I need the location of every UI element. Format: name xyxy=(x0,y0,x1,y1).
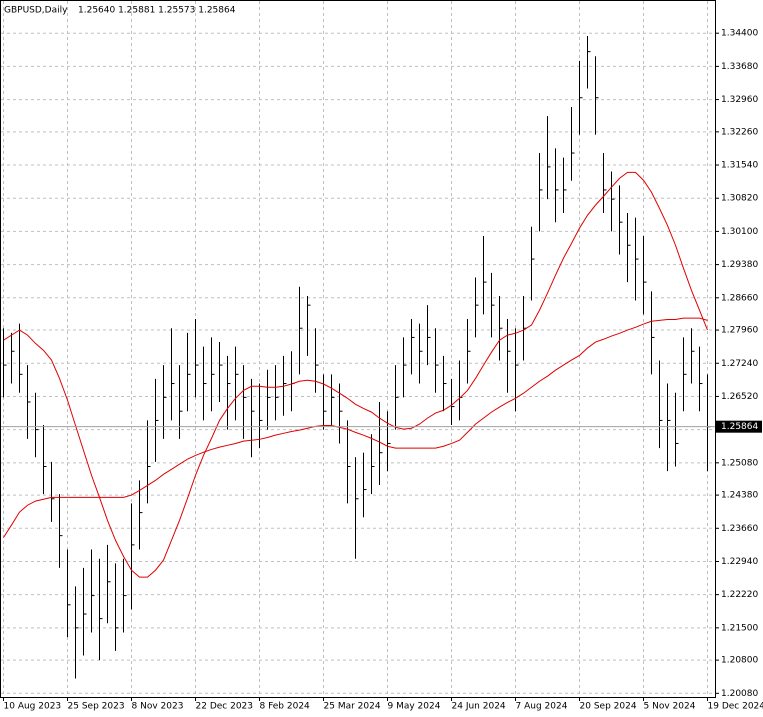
y-tick-label: 1.29380 xyxy=(721,260,758,270)
moving-average xyxy=(3,171,708,578)
y-tick-label: 1.27240 xyxy=(721,359,758,369)
last-price-label: 1.25864 xyxy=(721,422,758,432)
y-tick-label: 1.20080 xyxy=(721,689,758,699)
y-tick-label: 1.32960 xyxy=(721,95,758,105)
y-tick-label: 1.30100 xyxy=(721,227,758,237)
y-tick-label: 1.23660 xyxy=(721,524,758,534)
x-tick-label: 20 Sep 2024 xyxy=(580,702,637,712)
y-tick-label: 1.33680 xyxy=(721,62,758,72)
y-tick-label: 1.22220 xyxy=(721,590,758,600)
y-tick-label: 1.20800 xyxy=(721,656,758,666)
chart-title: GBPUSD,Daily xyxy=(4,6,68,16)
x-tick-label: 25 Sep 2023 xyxy=(68,702,125,712)
x-tick-label: 24 Jun 2024 xyxy=(452,702,506,712)
x-tick-label: 10 Aug 2023 xyxy=(4,702,62,712)
y-tick-label: 1.25080 xyxy=(721,458,758,468)
y-tick-label: 1.21500 xyxy=(721,623,758,633)
x-tick-label: 9 May 2024 xyxy=(388,702,441,712)
y-tick-label: 1.31540 xyxy=(721,161,758,171)
chart-subtitle: 1.25640 1.25881 1.25573 1.25864 xyxy=(78,6,236,16)
y-tick-label: 1.26520 xyxy=(721,392,758,402)
moving-average xyxy=(3,317,708,538)
y-tick-label: 1.28660 xyxy=(721,293,758,303)
plot-frame xyxy=(0,0,716,698)
last-price-box xyxy=(716,420,762,433)
y-tick-label: 1.34400 xyxy=(721,29,758,39)
x-tick-label: 7 Aug 2024 xyxy=(516,702,568,712)
x-tick-label: 8 Nov 2023 xyxy=(132,702,184,712)
x-tick-label: 5 Nov 2024 xyxy=(644,702,696,712)
y-tick-label: 1.30820 xyxy=(721,194,758,204)
x-tick-label: 19 Dec 2024 xyxy=(708,702,763,712)
x-tick-label: 22 Dec 2023 xyxy=(196,702,254,712)
y-tick-label: 1.22940 xyxy=(721,557,758,567)
y-tick-label: 1.27960 xyxy=(721,326,758,336)
x-tick-label: 25 Mar 2024 xyxy=(324,702,381,712)
y-tick-label: 1.32260 xyxy=(721,127,758,137)
y-tick-label: 1.24380 xyxy=(721,491,758,501)
x-tick-label: 8 Feb 2024 xyxy=(260,702,311,712)
